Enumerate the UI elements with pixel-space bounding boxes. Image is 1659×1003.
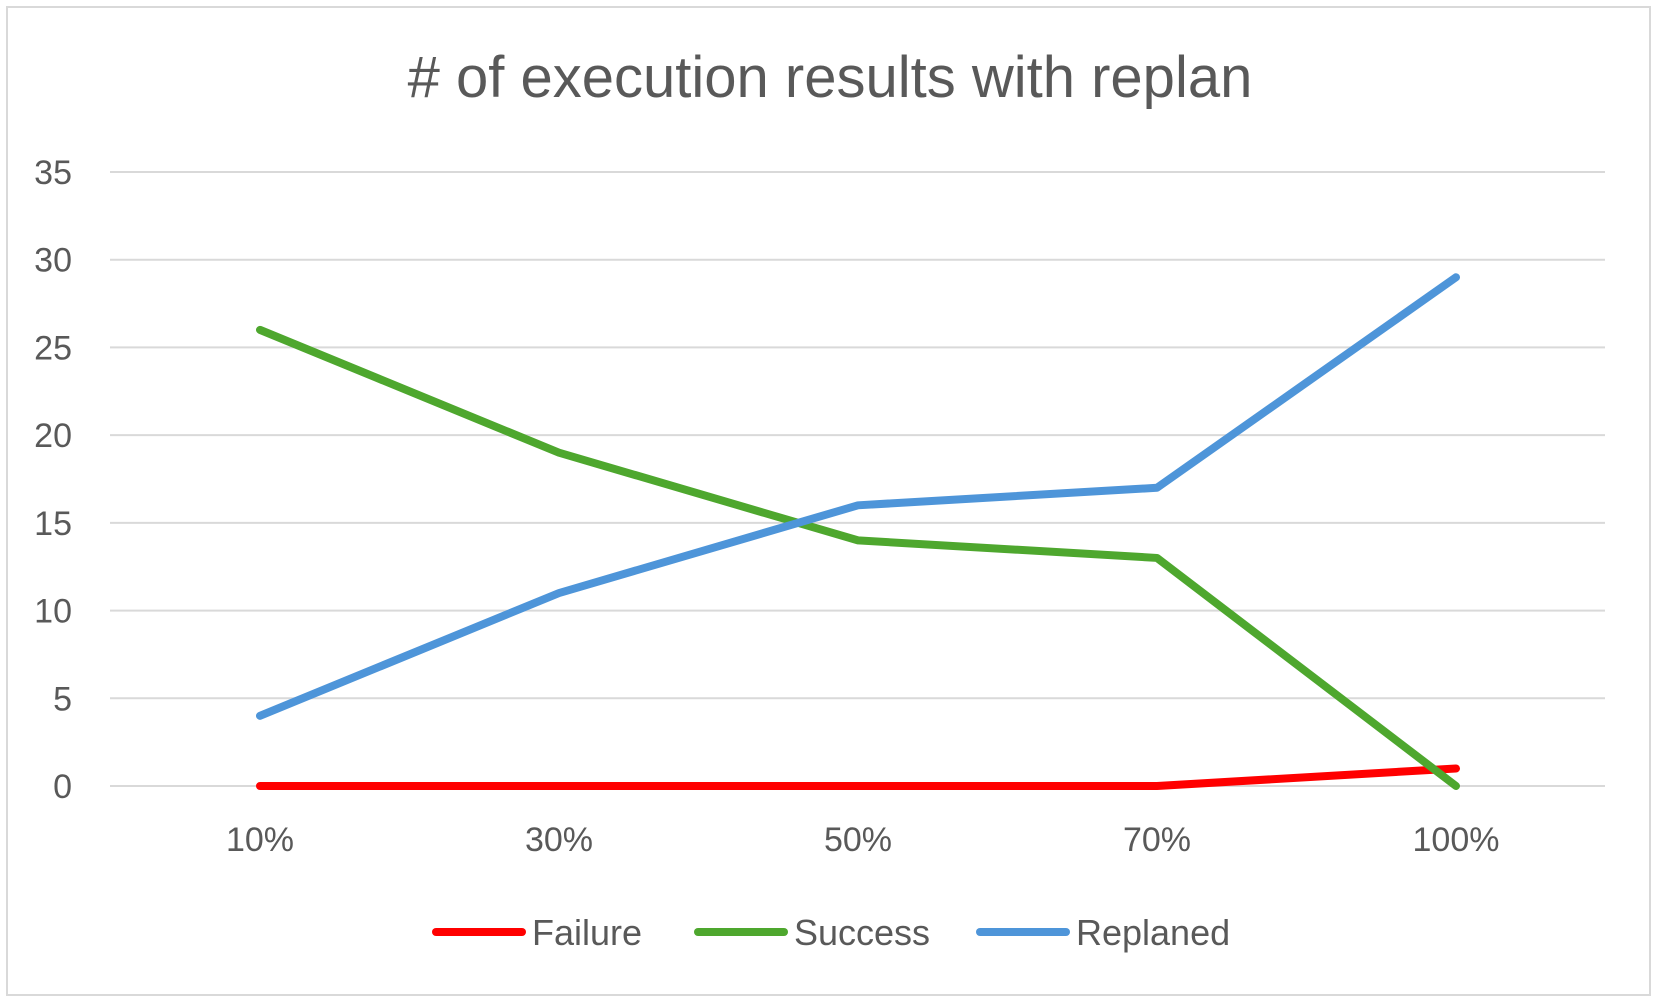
- legend-label-replaned: Replaned: [1076, 912, 1230, 953]
- legend: Failure Success Replaned: [432, 912, 1230, 953]
- y-tick-label: 25: [34, 329, 72, 367]
- x-tick-label: 30%: [525, 821, 593, 859]
- x-tick-label: 70%: [1123, 821, 1191, 859]
- x-tick-label: 100%: [1413, 821, 1500, 859]
- series-lines: [256, 273, 1460, 790]
- y-tick-label: 35: [34, 154, 72, 192]
- y-tick-label: 30: [34, 242, 72, 280]
- x-tick-label: 50%: [824, 821, 892, 859]
- y-tick-label: 0: [53, 768, 72, 806]
- y-tick-label: 5: [53, 680, 72, 718]
- grid-lines: [110, 171, 1605, 787]
- series-line-success: [256, 325, 1460, 790]
- series-line-failure: [256, 764, 1460, 790]
- y-tick-label: 15: [34, 505, 72, 543]
- x-tick-label: 10%: [226, 821, 294, 859]
- chart-title: # of execution results with replan: [408, 45, 1253, 110]
- legend-label-failure: Failure: [532, 912, 642, 953]
- series-line-replaned: [256, 273, 1460, 720]
- y-tick-label: 20: [34, 417, 72, 455]
- legend-label-success: Success: [794, 912, 930, 953]
- y-axis-ticks: 0 5 10 15 20 25 30 35: [34, 154, 72, 806]
- y-tick-label: 10: [34, 593, 72, 631]
- x-axis-ticks: 10% 30% 50% 70% 100%: [226, 821, 1500, 859]
